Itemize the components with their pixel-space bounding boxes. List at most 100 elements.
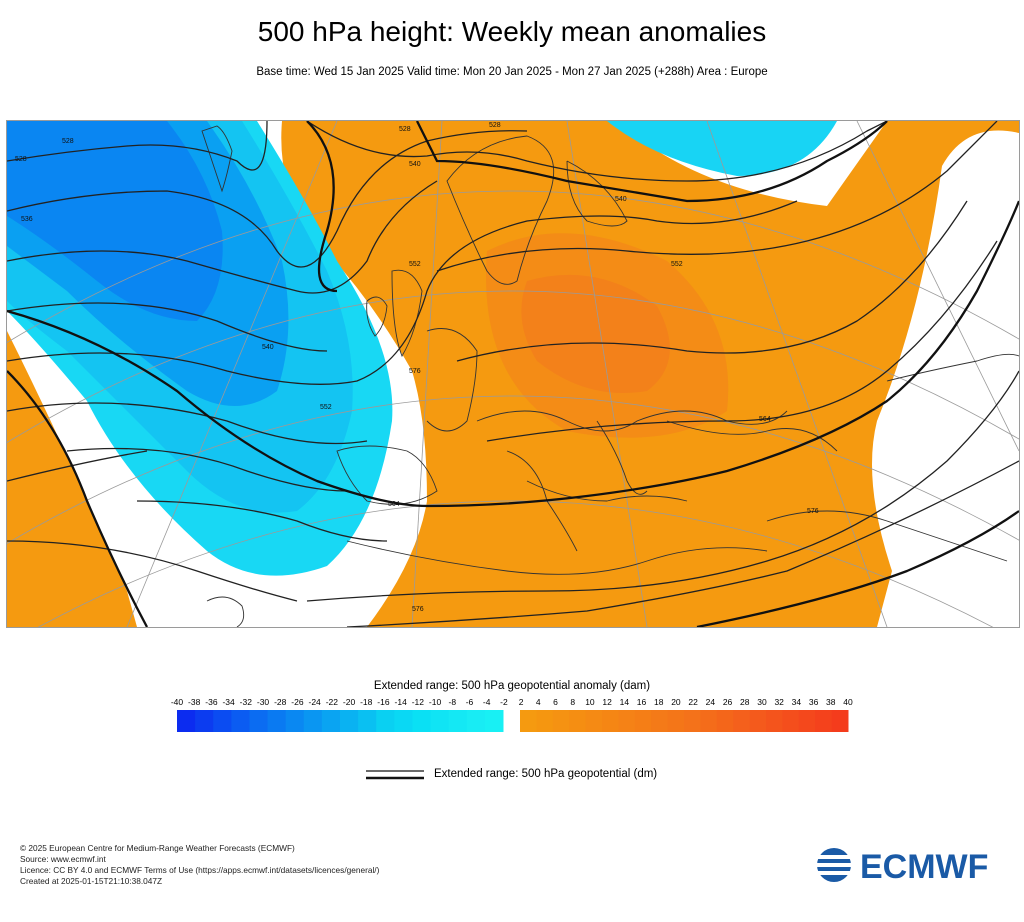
colorbar-swatch [602,710,619,732]
colorbar-swatch [815,710,833,732]
colorbar-tick-label: -34 [222,697,235,707]
colorbar-tick-label: 20 [671,697,681,707]
colorbar-swatch [569,710,587,732]
contour-label: 540 [409,161,421,168]
anomaly-map[interactable]: 528 528 528 528 536 540 540 540 552 552 … [6,120,1020,628]
colorbar-tick-label: -24 [308,697,321,707]
colorbar-tick-label: -8 [448,697,457,707]
contour-label: 540 [615,196,627,203]
contour-label: 528 [62,138,74,145]
colorbar-tick-label: -36 [205,697,218,707]
colorbar-tick-label: -28 [274,697,287,707]
colorbar-swatch [484,710,504,732]
geopotential-contours [7,121,1019,627]
positive-anomaly-fields [7,121,1019,627]
colorbar-swatch [321,710,341,732]
colorbar-tick-label: -40 [170,697,184,707]
colorbar-tick-label: -20 [342,697,356,707]
colorbar-tick-label: 22 [688,697,698,707]
colorbar-tick-label: 16 [636,697,647,707]
colorbar-tick-label: 38 [826,697,836,707]
colorbar-swatch [733,710,751,732]
contour-label: 552 [671,261,683,268]
graticule [7,121,1019,627]
colorbar-swatch [618,710,636,732]
colorbar-swatch [831,710,849,732]
thick-contours [7,121,1019,627]
colorbar-tick-label: -22 [325,697,338,707]
colorbar-swatch [716,710,734,732]
colorbar-swatch [358,710,377,732]
contour-label: 576 [409,368,421,375]
colorbar-tick-label: 28 [740,697,750,707]
colorbar-swatch [798,710,816,732]
colorbar-swatch [466,710,486,732]
colorbar-tick-label: 40 [843,697,853,707]
colorbar-tick-label: 12 [602,697,612,707]
contour-label-group: 528 528 528 528 536 540 540 540 552 552 … [15,122,819,613]
ecmwf-logo: ECMWF [812,848,988,885]
colorbar-tick-label: -30 [256,697,270,707]
contour-label: 564 [759,416,771,423]
colorbar-swatch [552,710,570,732]
colorbar-tick-label: 2 [518,697,524,707]
colorbar-tick-label: 32 [774,697,784,707]
chart-subtitle: Base time: Wed 15 Jan 2025 Valid time: M… [256,66,768,78]
colorbar-swatch [249,710,269,732]
colorbar-swatch [634,710,652,732]
colorbar-swatch [394,710,413,732]
footer-copyright: © 2025 European Centre for Medium-Range … [20,843,295,853]
contour-legend-label: Extended range: 500 hPa geopotential (dm… [434,768,658,780]
colorbar-swatch [303,710,323,732]
colorbar-swatch [340,710,359,732]
colorbar-swatch [766,710,783,732]
contour-label: 552 [320,404,332,411]
contour-label: 536 [21,216,33,223]
colorbar-tick-label: 18 [654,697,664,707]
footer-licence: Licence: CC BY 4.0 and ECMWF Terms of Us… [20,865,380,875]
colorbar-tick-label: 8 [570,697,576,707]
colorbar-swatch [231,710,250,732]
colorbar-swatch [749,710,767,732]
logo-text: ECMWF [860,848,988,885]
contour-label: 576 [807,508,819,515]
colorbar-swatch [376,710,395,732]
colorbar-swatch [412,710,432,732]
contour-label: 528 [399,126,411,133]
colorbar-tick-label: -14 [394,697,407,707]
colorbar-swatch [585,710,603,732]
colorbar-swatch [700,710,718,732]
colorbar-swatch [520,710,537,732]
colorbar-swatch [667,710,685,732]
colorbar-swatch [285,710,305,732]
colorbar-swatch [213,710,232,732]
contour-label: 528 [15,156,27,163]
contour-label: 564 [388,501,400,508]
colorbar-title: Extended range: 500 hPa geopotential ano… [373,680,651,692]
colorbar-tick-label: -38 [188,697,201,707]
colorbar [177,710,849,732]
colorbar-tick-label: 26 [722,697,733,707]
contour-legend-symbol [366,770,424,780]
colorbar-tick-label: 24 [705,697,716,707]
contour-label: 576 [412,606,424,613]
colorbar-tick-label: 6 [553,697,558,707]
colorbar-swatch [177,710,196,732]
colorbar-swatch [267,710,287,732]
colorbar-tick-label: 34 [791,697,802,707]
colorbar-tick-label: 10 [585,697,595,707]
colorbar-tick-label: 36 [808,697,819,707]
colorbar-swatch [782,710,800,732]
colorbar-tick-label: -26 [291,697,304,707]
colorbar-swatch [684,710,701,732]
colorbar-tick-label: -32 [239,697,252,707]
contour-label: 528 [489,122,501,129]
chart-title: 500 hPa height: Weekly mean anomalies [257,16,767,47]
footer-credits: © 2025 European Centre for Medium-Range … [20,843,379,887]
colorbar-swatch [536,710,554,732]
colorbar-tick-label: -6 [465,697,474,707]
colorbar-tick-label: -4 [482,697,491,707]
colorbar-tick-label: -2 [500,697,508,707]
colorbar-tick-label: 4 [535,697,541,707]
colorbar-swatch [430,710,450,732]
